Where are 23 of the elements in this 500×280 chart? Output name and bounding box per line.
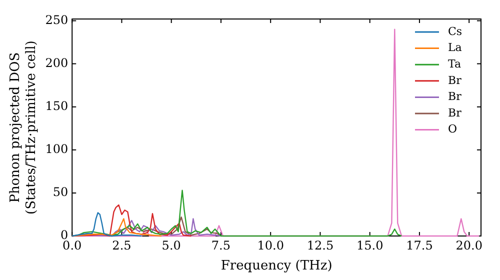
x-tick-label: 0.0 [62, 238, 82, 252]
y-tick-label: 100 [45, 142, 68, 156]
legend-label: Ta [448, 57, 462, 70]
legend-label: Br [448, 74, 462, 87]
x-tick-label: 15.0 [356, 238, 384, 252]
legend-label: Br [448, 90, 462, 104]
x-tick-label: 20.0 [456, 238, 482, 252]
x-tick-label: 2.5 [112, 238, 132, 252]
y-axis-title: Phonon projected DOS (States/THz·primitive cell) [8, 40, 39, 215]
x-tick-label: 7.5 [211, 238, 231, 252]
legend-label: Cs [448, 24, 462, 38]
legend-label: Br [448, 106, 462, 120]
y-tick-label: 250 [45, 12, 68, 27]
legend-label: La [448, 41, 462, 54]
x-tick-label: 5.0 [162, 238, 181, 252]
x-axis-title: Frequency (THz) [220, 258, 332, 274]
y-tick-label: 200 [45, 56, 68, 70]
x-tick-label: 12.5 [306, 238, 334, 252]
x-tick-label: 17.5 [406, 238, 433, 252]
y-tick-label: 150 [45, 98, 68, 113]
legend-label: O [448, 122, 458, 136]
x-tick-label: 10.0 [257, 238, 284, 252]
y-tick-label: 50 [52, 185, 68, 200]
